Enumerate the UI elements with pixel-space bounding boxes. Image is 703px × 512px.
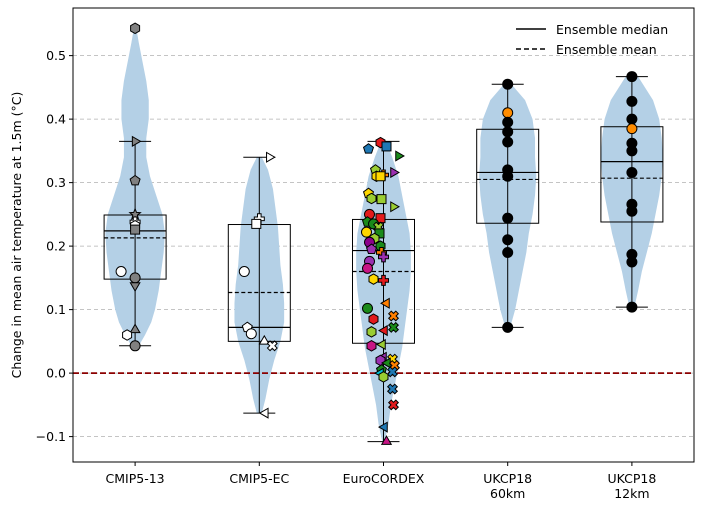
- data-point: [258, 334, 270, 345]
- x-tick-label: 60km: [490, 486, 525, 501]
- data-point: [502, 78, 514, 90]
- y-tick-label: 0.5: [46, 48, 66, 63]
- data-point: [626, 113, 638, 125]
- data-point: [362, 262, 373, 274]
- data-point: [378, 324, 388, 337]
- data-point: [380, 435, 393, 445]
- data-point: [387, 310, 400, 322]
- data-point: [387, 399, 400, 411]
- data-point: [502, 126, 514, 138]
- data-point: [390, 166, 400, 179]
- data-point: [378, 371, 389, 383]
- x-axis-ticks: CMIP5-13 CMIP5-EC EuroCORDEX UKCP1860kmUKCP…: [106, 462, 656, 501]
- data-point: [386, 383, 399, 395]
- data-point: [626, 71, 638, 83]
- data-point: [395, 150, 405, 162]
- data-point: [366, 326, 377, 338]
- x-tick-label: UKCP18: [607, 471, 656, 486]
- data-point: [375, 338, 386, 351]
- data-point: [368, 273, 379, 285]
- data-point: [266, 340, 278, 352]
- x-tick-label: CMIP5-EC: [229, 471, 289, 486]
- data-point: [626, 123, 638, 135]
- data-point: [122, 329, 133, 341]
- data-point: [365, 243, 378, 254]
- data-point: [381, 141, 392, 152]
- data-point: [626, 256, 638, 268]
- legend: Ensemble median Ensemble mean: [516, 22, 668, 57]
- data-point: [361, 226, 372, 238]
- data-point: [251, 218, 262, 229]
- data-point: [502, 212, 514, 224]
- data-point: [368, 313, 379, 325]
- data-point: [626, 205, 638, 217]
- model-points: [115, 22, 638, 445]
- data-point: [366, 192, 377, 205]
- data-point: [502, 170, 514, 182]
- data-point: [502, 116, 514, 128]
- data-point: [378, 274, 389, 286]
- data-point: [129, 272, 141, 284]
- data-point: [626, 95, 638, 107]
- y-tick-label: 0.4: [46, 112, 66, 127]
- data-point: [129, 174, 141, 186]
- data-point: [626, 166, 638, 178]
- data-point: [131, 135, 142, 147]
- data-point: [238, 266, 250, 278]
- data-point: [386, 366, 399, 378]
- data-point: [130, 22, 141, 35]
- data-point: [129, 323, 141, 334]
- data-point: [115, 266, 127, 278]
- data-point: [376, 194, 387, 205]
- data-point: [379, 297, 390, 309]
- legend-mean-label: Ensemble mean: [556, 42, 657, 57]
- y-tick-label: 0.0: [46, 366, 66, 381]
- x-tick-label: EuroCORDEX: [343, 471, 425, 486]
- data-point: [502, 107, 514, 119]
- data-point: [626, 145, 638, 157]
- y-tick-label: 0.3: [46, 175, 66, 190]
- data-point: [362, 302, 373, 314]
- data-point: [375, 171, 386, 182]
- data-point: [266, 151, 276, 163]
- data-point: [502, 321, 514, 333]
- y-tick-label: 0.2: [46, 239, 66, 254]
- x-tick-label: CMIP5-13: [106, 471, 165, 486]
- data-point: [378, 251, 389, 263]
- data-point: [130, 224, 141, 235]
- data-point: [502, 136, 514, 148]
- legend-median-label: Ensemble median: [556, 22, 668, 37]
- data-point: [245, 328, 257, 340]
- y-axis-ticks: −0.1 0.0 0.1 0.2 0.3 0.4 0.5: [36, 48, 73, 444]
- x-tick-label: 12km: [614, 486, 649, 501]
- y-tick-label: 0.1: [46, 302, 66, 317]
- y-axis-label: Change in mean air temperature at 1.5m (…: [9, 92, 24, 379]
- data-point: [502, 234, 514, 246]
- data-point: [362, 143, 375, 154]
- data-point: [502, 246, 514, 258]
- y-tick-label: −0.1: [36, 429, 66, 444]
- data-point: [626, 301, 638, 313]
- data-point: [378, 421, 388, 433]
- data-point: [129, 282, 141, 292]
- data-point: [366, 340, 377, 352]
- data-point: [129, 340, 141, 352]
- x-tick-label: UKCP18: [483, 471, 532, 486]
- data-point: [258, 407, 269, 419]
- data-point: [390, 201, 400, 213]
- data-point: [387, 321, 400, 333]
